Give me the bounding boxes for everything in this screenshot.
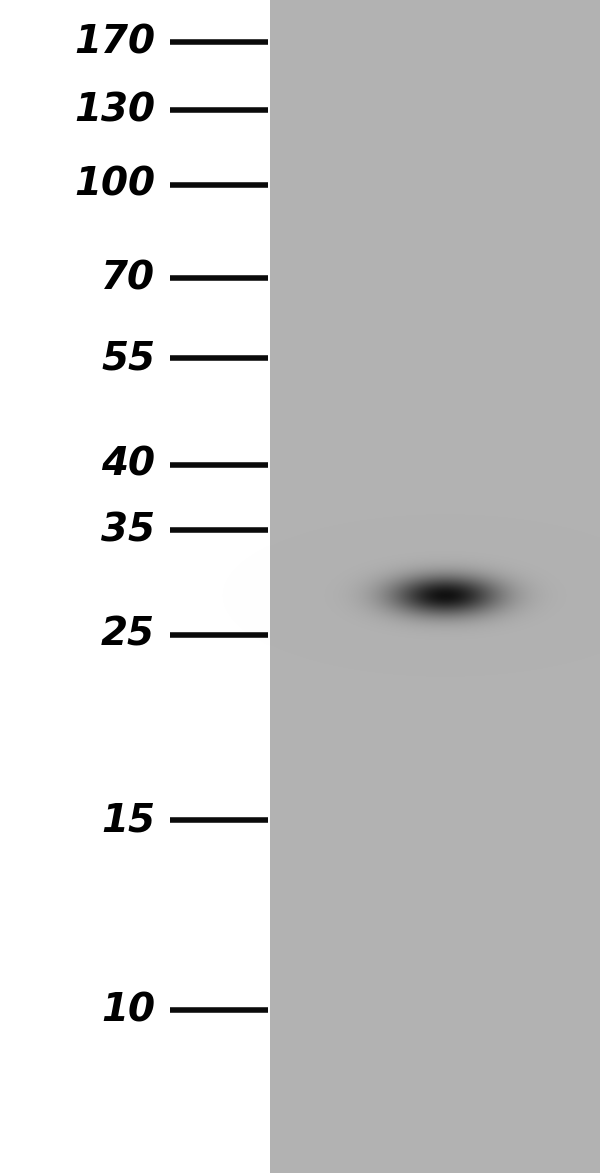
- Text: 35: 35: [101, 511, 155, 549]
- Text: 25: 25: [101, 616, 155, 655]
- Text: 100: 100: [74, 167, 155, 204]
- Text: 130: 130: [74, 91, 155, 129]
- Text: 170: 170: [74, 23, 155, 61]
- Text: 70: 70: [101, 259, 155, 297]
- Text: 10: 10: [101, 991, 155, 1029]
- Text: 40: 40: [101, 446, 155, 484]
- Text: 15: 15: [101, 801, 155, 839]
- Text: 55: 55: [101, 339, 155, 377]
